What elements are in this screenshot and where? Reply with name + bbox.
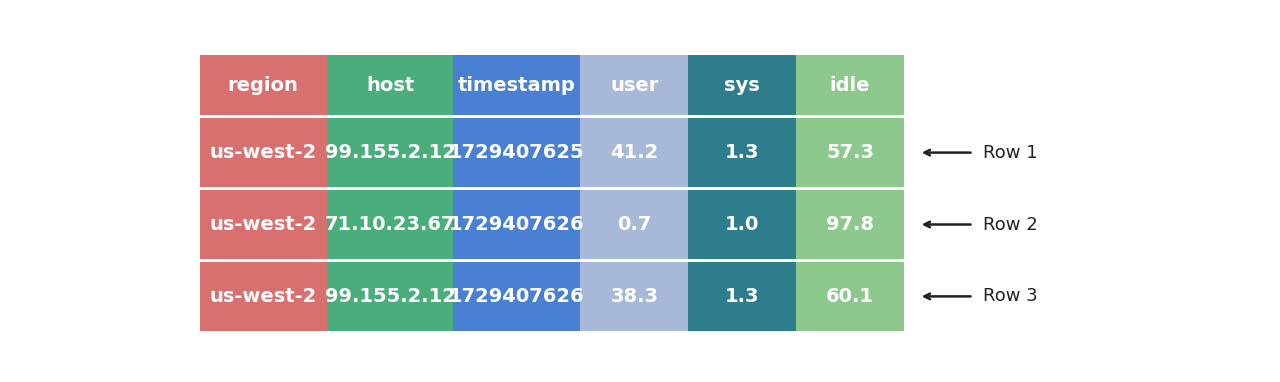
Bar: [200, 190, 326, 259]
Text: timestamp: timestamp: [458, 76, 576, 95]
Text: 57.3: 57.3: [826, 143, 874, 162]
Text: 0.7: 0.7: [617, 215, 652, 234]
Bar: [326, 190, 453, 259]
Text: 1729407625: 1729407625: [449, 143, 585, 162]
Bar: [200, 118, 326, 188]
Text: Row 2: Row 2: [983, 215, 1038, 233]
Text: us-west-2: us-west-2: [210, 287, 316, 306]
Text: 1729407626: 1729407626: [449, 215, 585, 234]
Text: 97.8: 97.8: [826, 215, 874, 234]
Bar: [580, 55, 689, 115]
Bar: [326, 55, 453, 115]
Text: sys: sys: [724, 76, 760, 95]
Bar: [326, 262, 453, 331]
Text: 60.1: 60.1: [826, 287, 874, 306]
Bar: [580, 118, 689, 188]
Bar: [200, 55, 326, 115]
Bar: [580, 190, 689, 259]
Text: 1.3: 1.3: [724, 143, 759, 162]
Text: 99.155.2.12: 99.155.2.12: [325, 287, 456, 306]
Text: 38.3: 38.3: [611, 287, 658, 306]
Bar: [796, 118, 904, 188]
Text: 71.10.23.67: 71.10.23.67: [325, 215, 456, 234]
Text: idle: idle: [829, 76, 870, 95]
Text: 99.155.2.12: 99.155.2.12: [325, 143, 456, 162]
Bar: [689, 55, 796, 115]
Bar: [689, 262, 796, 331]
Bar: [689, 190, 796, 259]
Text: us-west-2: us-west-2: [210, 143, 316, 162]
Text: region: region: [228, 76, 298, 95]
Text: us-west-2: us-west-2: [210, 215, 316, 234]
Bar: [200, 262, 326, 331]
Bar: [796, 55, 904, 115]
Text: Row 3: Row 3: [983, 287, 1038, 305]
Bar: [796, 190, 904, 259]
Text: 1.3: 1.3: [724, 287, 759, 306]
Text: 1729407626: 1729407626: [449, 287, 585, 306]
Bar: [689, 118, 796, 188]
Bar: [200, 115, 904, 118]
Text: Row 1: Row 1: [983, 144, 1038, 162]
Text: 1.0: 1.0: [724, 215, 759, 234]
Bar: [453, 55, 580, 115]
Text: user: user: [611, 76, 658, 95]
Text: host: host: [366, 76, 415, 95]
Text: 41.2: 41.2: [611, 143, 658, 162]
Bar: [453, 118, 580, 188]
Bar: [200, 188, 904, 190]
Bar: [453, 262, 580, 331]
Bar: [200, 259, 904, 262]
Bar: [453, 190, 580, 259]
Bar: [326, 118, 453, 188]
Bar: [796, 262, 904, 331]
Bar: [580, 262, 689, 331]
